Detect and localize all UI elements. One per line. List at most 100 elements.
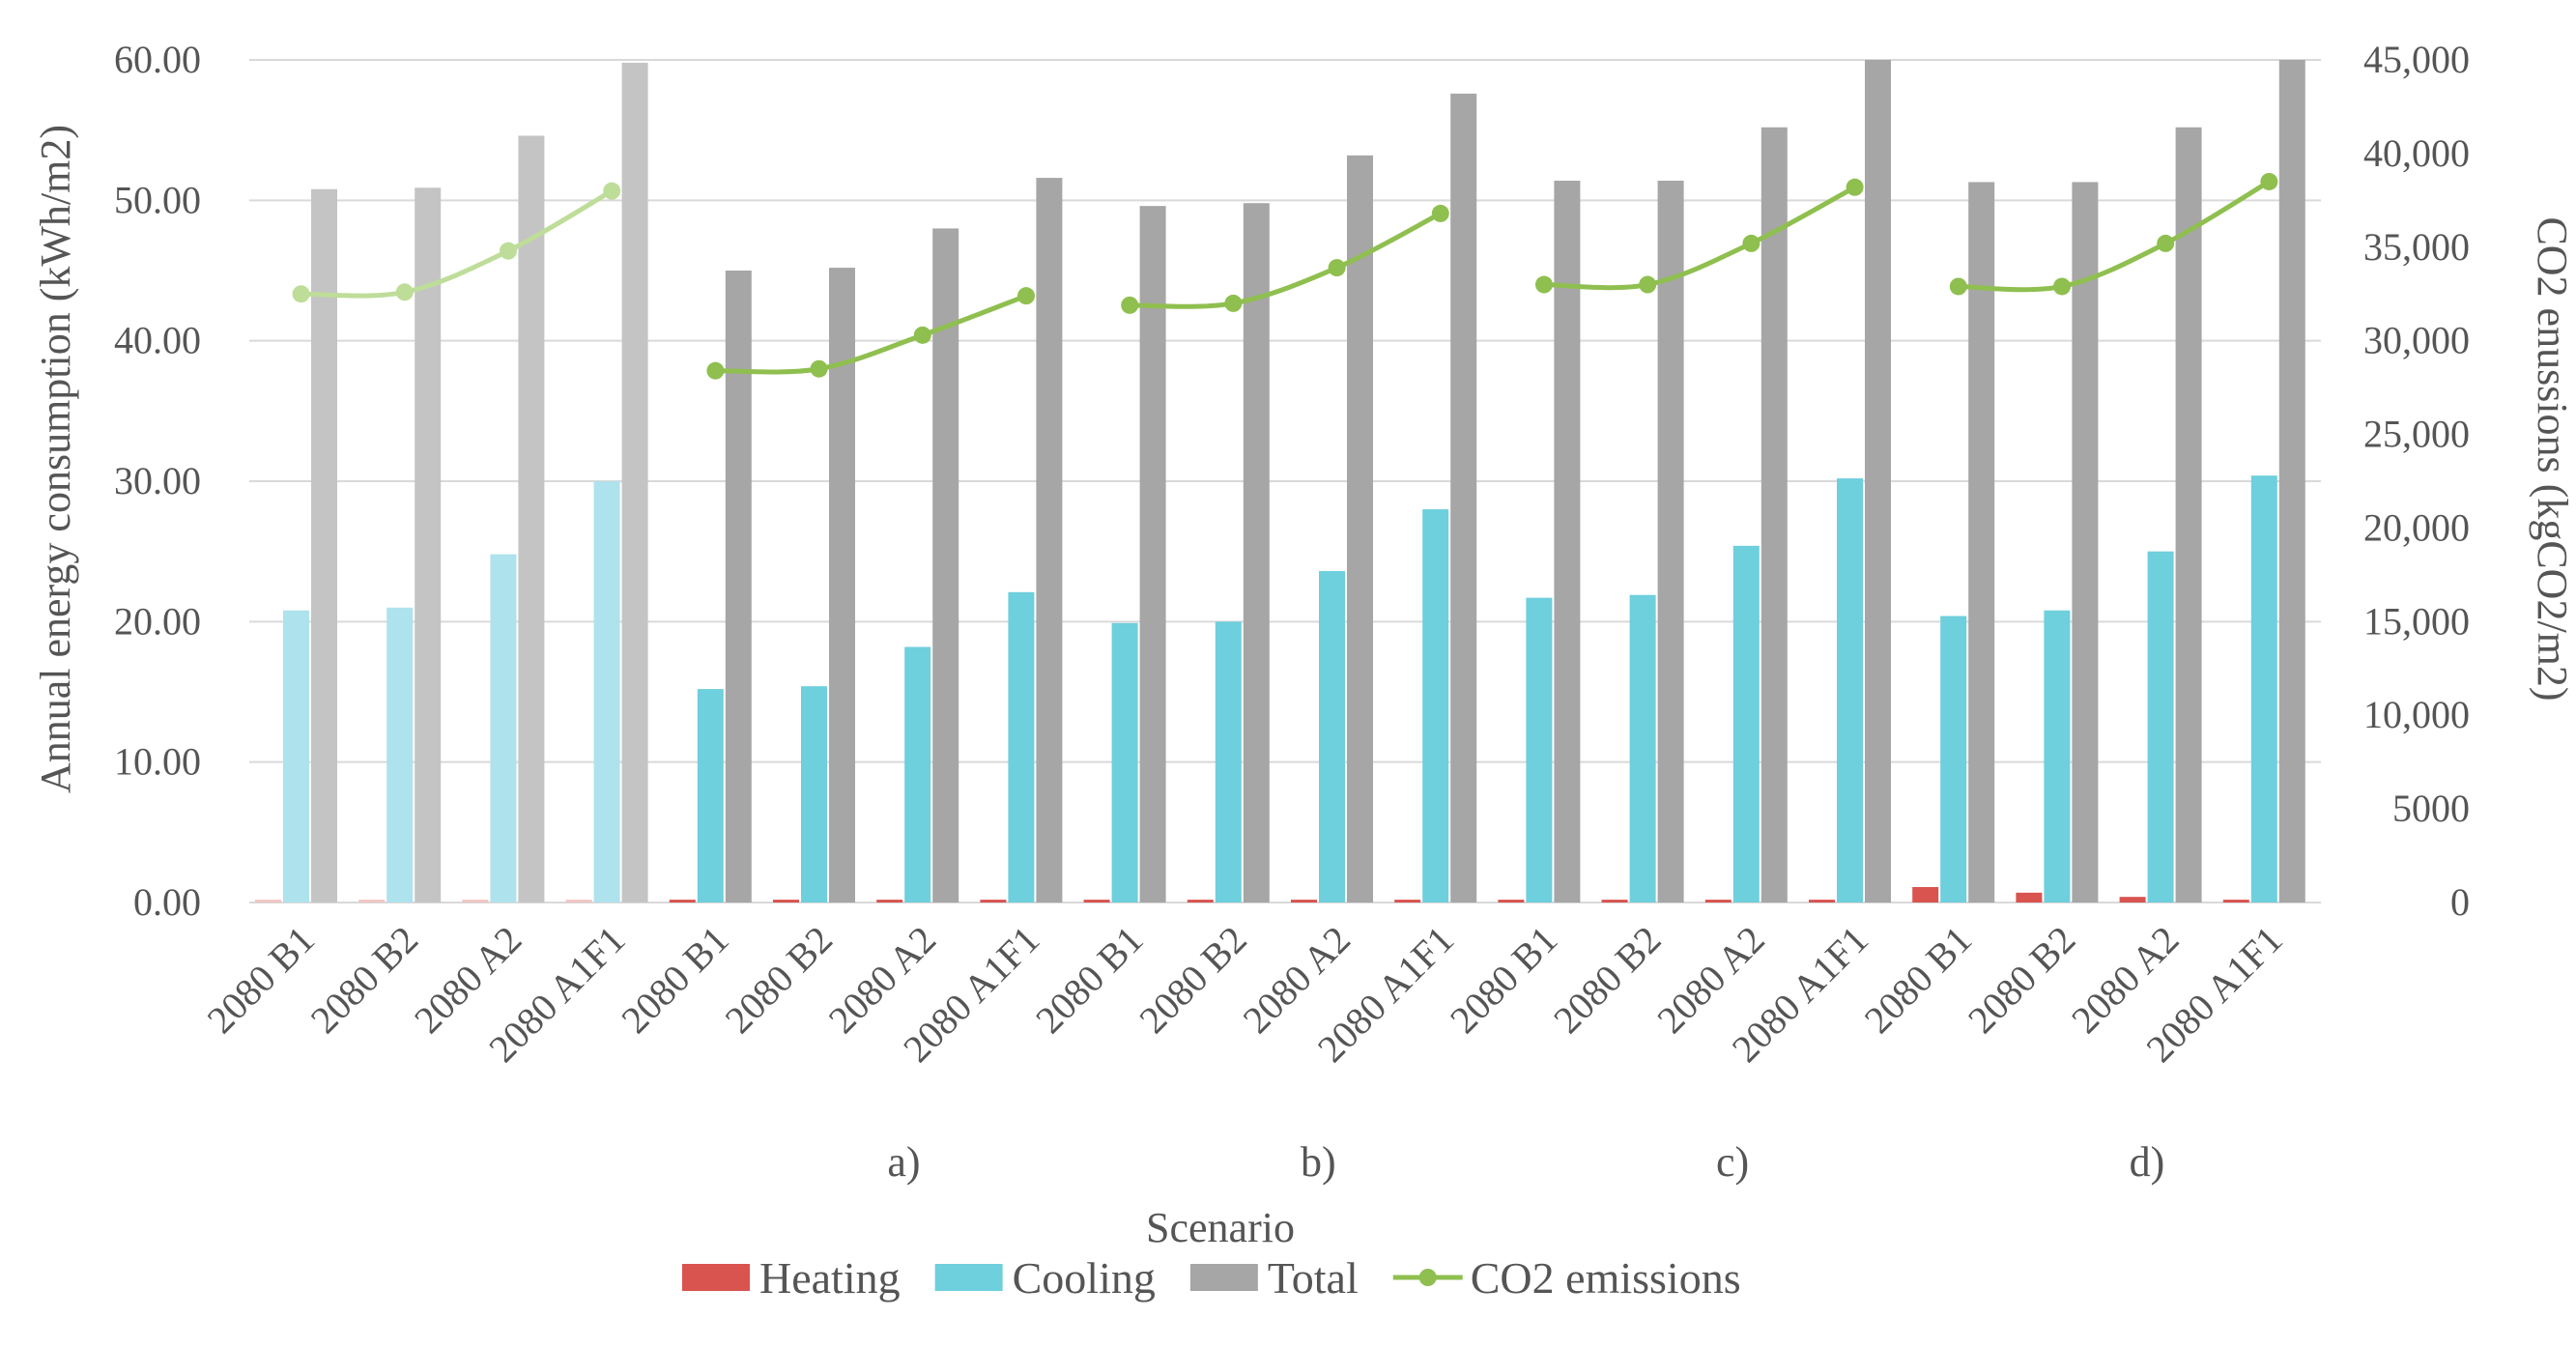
y-axis-title: Annual energy consumption (kWh/m2) [32, 125, 79, 793]
cooling-bar [2044, 610, 2071, 903]
cooling-bar [1940, 616, 1967, 903]
heating-bar [358, 900, 386, 903]
legend-label: Total [1268, 1253, 1359, 1303]
legend-label: Cooling [1013, 1253, 1156, 1303]
heating-bar [1083, 900, 1110, 903]
heating-bar [1704, 900, 1732, 903]
co2-point [2157, 234, 2175, 252]
heating-bar [669, 900, 696, 903]
heating-bar [2222, 900, 2249, 903]
co2-point [1639, 275, 1657, 294]
co2-point [500, 242, 517, 260]
cooling-bar [1422, 509, 1449, 903]
y2-tick-label: 45,000 [2363, 38, 2470, 81]
cooling-bar [1008, 591, 1035, 903]
total-bar [1347, 155, 1373, 903]
cooling-bar [1526, 597, 1553, 903]
x-tick-label: 2080 B1 [198, 918, 322, 1042]
y-tick-label: 10.00 [114, 740, 201, 784]
total-bar [1968, 182, 1995, 903]
heating-bar [565, 900, 592, 903]
cooling-bar [697, 689, 724, 903]
heating-bar [2016, 892, 2043, 903]
heating-bar [1394, 900, 1421, 903]
co2-point [1431, 204, 1449, 222]
co2-point [913, 326, 931, 344]
cooling-bar [1732, 545, 1760, 903]
total-bar [1865, 60, 1891, 903]
total-bar [415, 187, 442, 903]
co2-point [1328, 259, 1346, 277]
y2-tick-label: 30,000 [2363, 319, 2470, 362]
cooling-bar [2147, 551, 2174, 903]
co2-point [2260, 172, 2278, 190]
legend-swatch [1189, 1264, 1258, 1291]
cooling-bar [1215, 621, 1242, 903]
heating-bar [2119, 897, 2146, 903]
x-tick-label: 2080 B2 [1545, 918, 1669, 1042]
heating-bar [462, 900, 489, 903]
co2-line [301, 188, 614, 299]
cooling-bar [386, 607, 414, 903]
cooling-bar [2250, 475, 2277, 903]
x-tick-label: 2080 B2 [302, 918, 426, 1042]
x-tick-label: 2080 B1 [1027, 918, 1151, 1042]
co2-point [706, 361, 725, 380]
co2-lines [292, 172, 2278, 380]
y-tick-label: 20.00 [114, 599, 201, 643]
group-label: b) [1301, 1138, 1336, 1186]
total-bar [829, 268, 855, 903]
legend-swatch [934, 1264, 1003, 1291]
cooling-bar [1319, 571, 1345, 903]
heating-bar [255, 900, 281, 903]
co2-point [603, 182, 621, 200]
co2-point [292, 285, 310, 303]
cooling-bar [283, 610, 309, 903]
cooling-bar [1837, 478, 1863, 903]
co2-point [1846, 178, 1864, 196]
co2-point [1535, 275, 1553, 294]
right-axis-ticks: 0 5000 10,000 15,000 20,000 25,000 30,000 35,00… [2363, 38, 2470, 924]
group-labels: a) b) c) d) [887, 1138, 2164, 1186]
heating-bar [876, 900, 903, 903]
y-tick-label: 30.00 [114, 459, 201, 502]
legend: Heating Cooling Total CO2 emissions [682, 1253, 1741, 1303]
group-label: d) [2130, 1138, 2165, 1186]
x-axis-title: Scenario [1146, 1204, 1295, 1251]
y2-tick-label: 0 [2450, 880, 2470, 924]
cooling-bar [490, 554, 517, 903]
cooling-bar [1629, 594, 1656, 903]
y2-tick-label: 15,000 [2363, 599, 2470, 643]
x-tick-label: 2080 B2 [716, 918, 840, 1042]
x-tick-label: 2080 B1 [1856, 918, 1980, 1042]
x-tick-label: 2080 B2 [1960, 918, 2083, 1042]
group-label: c) [1716, 1138, 1749, 1186]
left-axis-ticks: 0.00 10.00 20.00 30.00 40.00 50.00 60.00 [114, 38, 201, 924]
cooling-bar [1111, 622, 1138, 903]
y2-tick-label: 20,000 [2363, 505, 2470, 549]
co2-line [1130, 211, 1442, 309]
co2-point [395, 283, 414, 301]
co2-line [1543, 185, 1856, 291]
total-bar [1450, 93, 1477, 903]
total-bar [2278, 60, 2305, 903]
total-bar [518, 135, 545, 903]
co2-point [2053, 277, 2071, 296]
total-bar [1243, 203, 1270, 903]
heating-bar [1912, 887, 1939, 903]
total-bar [1760, 127, 1788, 903]
y2-tick-label: 25,000 [2363, 413, 2470, 456]
total-bar [621, 62, 648, 903]
total-bar [725, 271, 752, 903]
legend-label: Heating [759, 1253, 901, 1303]
y-tick-label: 50.00 [114, 178, 201, 221]
heating-bar [1187, 900, 1214, 903]
co2-point [1017, 287, 1035, 305]
co2-line [1958, 179, 2271, 293]
total-bar [2175, 127, 2202, 903]
total-bar [1139, 206, 1166, 903]
heating-bar [1601, 900, 1628, 903]
cooling-bar [904, 646, 931, 903]
